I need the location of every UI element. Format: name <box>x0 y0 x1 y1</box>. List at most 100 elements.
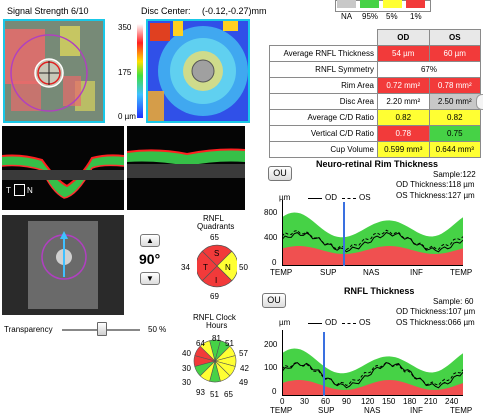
quadrants-title-2: Quadrants <box>197 222 235 231</box>
os-curve <box>282 229 463 251</box>
quadrant-i-label: I <box>215 276 218 285</box>
row-label: Average C/D Ratio <box>269 109 378 126</box>
rnfl-xtick: 0 <box>280 397 285 406</box>
table-row: Rim Area 0.72 mm² 0.78 mm² <box>269 77 481 94</box>
scale-max: 350 <box>118 23 132 32</box>
rotation-angle: 90° <box>139 251 161 267</box>
row-label: Vertical C/D Ratio <box>269 125 378 142</box>
rim-sample: Sample:122 <box>433 170 476 179</box>
clock-value: 57 <box>239 349 248 358</box>
rim-ytick: 0 <box>272 258 277 267</box>
quadrant-n-label: N <box>225 263 231 272</box>
rim-legend-os-line <box>342 198 356 199</box>
rim-ou-button[interactable]: OU <box>268 166 292 181</box>
legend-swatch-1 <box>406 0 425 8</box>
rim-legend-od-line <box>308 198 322 199</box>
rotate-up-button[interactable]: ▲ <box>140 234 160 247</box>
cell-od: 0.82 <box>377 109 430 126</box>
cell-os: 60 µm <box>428 45 481 62</box>
legend-1: 1% <box>410 12 422 21</box>
thickness-map[interactable] <box>146 19 250 123</box>
cell-os: 0.644 mm³ <box>428 141 481 158</box>
legend-95: 95% <box>362 12 379 21</box>
clock-value: 65 <box>224 390 233 399</box>
rnfl-sample: Sample: 60 <box>433 297 474 306</box>
rnfl-xtick: 210 <box>424 397 438 406</box>
fundus-image[interactable] <box>2 215 124 315</box>
row-label: Rim Area <box>269 77 378 94</box>
clock-value: 30 <box>182 364 191 373</box>
transparency-handle[interactable] <box>97 322 107 336</box>
cell-os: 0.78 mm² <box>428 77 481 94</box>
side-scroll-tab[interactable] <box>476 94 483 110</box>
rim-unit: µm <box>279 193 291 202</box>
signal-strength: Signal Strength 6/10 <box>7 6 89 16</box>
deviation-map[interactable] <box>3 19 105 123</box>
clock-sector <box>199 340 216 363</box>
clock-pie <box>193 339 237 383</box>
clock-title-2: Hours <box>206 321 228 330</box>
table-row: Disc Area 2.20 mm² 2.50 mm² <box>269 93 481 110</box>
rnfl-xcat: INF <box>410 406 423 415</box>
cell-od: 54 µm <box>377 45 430 62</box>
quadrant-bottom-value: 69 <box>210 292 219 301</box>
rnfl-xcat: SUP <box>318 406 335 415</box>
rim-chart-title: Neuro-retinal Rim Thickness <box>316 159 439 169</box>
table-row: Cup Volume 0.599 mm³ 0.644 mm³ <box>269 141 481 158</box>
bscan-left[interactable]: T N <box>2 126 124 210</box>
cell-both: 67% <box>377 61 481 78</box>
fundus-image-graphic <box>2 215 124 315</box>
od-curve <box>282 231 463 253</box>
abnormal-band <box>282 380 463 396</box>
rnfl-os-thickness: OS Thickness:066 µm <box>396 318 475 327</box>
scale-min: 0 µm <box>118 112 136 121</box>
col-os: OS <box>428 29 481 46</box>
rim-xtick: INF <box>410 268 423 277</box>
row-label: Cup Volume <box>269 141 378 158</box>
rim-xtick: NAS <box>363 268 380 277</box>
bscan-marker <box>14 184 25 196</box>
bscan-left-image <box>2 126 124 210</box>
rnfl-legend-od-line <box>308 323 322 324</box>
rnfl-xtick: 30 <box>300 397 309 406</box>
rnfl-xtick: 90 <box>342 397 351 406</box>
rnfl-ytick: 0 <box>272 387 277 396</box>
quadrant-pie <box>197 244 237 288</box>
cell-od: 0.72 mm² <box>377 77 430 94</box>
rnfl-xcat: TEMP <box>270 406 293 415</box>
bscan-right[interactable] <box>127 126 245 210</box>
clock-value: 51 <box>210 390 219 399</box>
cell-os: 0.75 <box>428 125 481 142</box>
rim-legend-os: OS <box>359 193 371 202</box>
clock-value: 40 <box>182 349 191 358</box>
rnfl-ytick: 100 <box>264 363 278 372</box>
rim-xtick: TEMP <box>270 268 293 277</box>
quadrant-left-value: 34 <box>181 263 190 272</box>
rim-xtick: TEMP <box>450 268 473 277</box>
rnfl-xcat: TEMP <box>450 406 473 415</box>
clock-value: 64 <box>196 339 205 348</box>
clock-title-1: RNFL Clock <box>193 313 236 322</box>
quadrant-nasal <box>216 250 237 282</box>
rotate-down-button[interactable]: ▼ <box>140 272 160 285</box>
rnfl-ou-button[interactable]: OU <box>262 293 286 308</box>
quadrant-superior <box>201 244 233 267</box>
cell-od: 0.599 mm³ <box>377 141 430 158</box>
rnfl-ytick: 200 <box>264 340 278 349</box>
color-scale-bar <box>137 24 143 118</box>
table-row: Average C/D Ratio 0.82 0.82 <box>269 109 481 126</box>
table-row: RNFL Symmetry 67% <box>269 61 481 78</box>
rnfl-xtick: 60 <box>321 397 330 406</box>
rim-ytick: 800 <box>264 208 278 217</box>
table-row: Vertical C/D Ratio 0.78 0.75 <box>269 125 481 142</box>
transparency-label: Transparency <box>4 325 53 334</box>
rnfl-xtick: 120 <box>361 397 375 406</box>
rim-xtick: SUP <box>320 268 337 277</box>
rim-ytick: 400 <box>264 233 278 242</box>
arrow-down-icon: ▼ <box>146 274 154 283</box>
rnfl-chart <box>282 330 463 396</box>
legend-swatch-na <box>337 0 356 8</box>
quadrant-t-label: T <box>203 263 208 272</box>
quadrant-right-value: 50 <box>239 263 248 272</box>
col-od: OD <box>377 29 430 46</box>
